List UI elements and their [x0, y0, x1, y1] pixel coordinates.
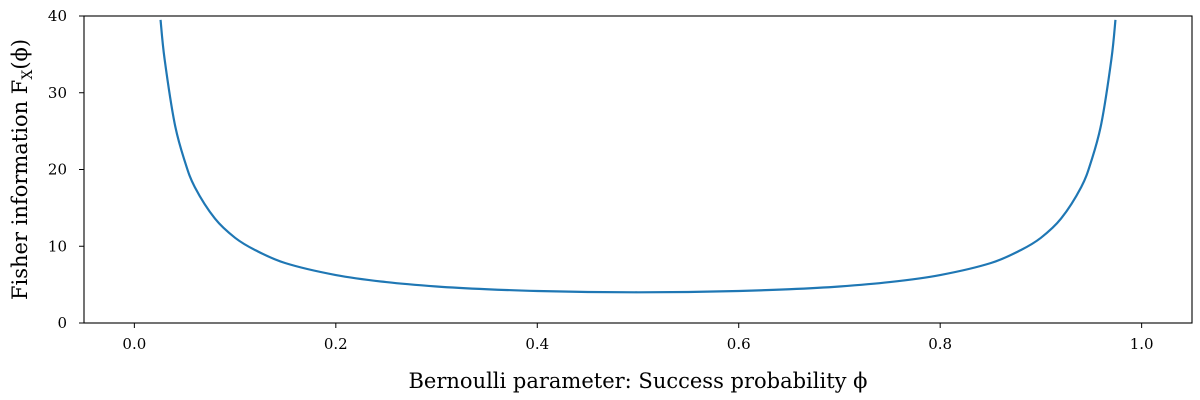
y-axis-label-argument: (ϕ) — [8, 39, 32, 70]
plot-area — [159, 19, 1117, 294]
y-tick-label: 40 — [48, 7, 67, 25]
axes-frame — [83, 15, 1193, 324]
series-line — [159, 19, 1117, 294]
y-axis-label-main: Fisher information F — [8, 80, 32, 300]
y-tick-label: 10 — [48, 237, 67, 255]
y-axis-label-subscript: X — [20, 70, 36, 80]
y-tick-label: 0 — [57, 314, 67, 332]
x-tick-label: 0.0 — [122, 335, 146, 353]
x-tick-label: 0.8 — [928, 335, 952, 353]
x-tick-label: 0.2 — [324, 335, 348, 353]
y-axis: 0 10 20 30 40 — [48, 7, 84, 332]
x-axis: 0.0 0.2 0.4 0.6 0.8 1.0 — [122, 323, 1154, 353]
y-axis-label: Fisher information FX(ϕ) — [8, 39, 36, 300]
x-tick-label: 0.6 — [727, 335, 751, 353]
x-tick-label: 1.0 — [1130, 335, 1154, 353]
y-tick-label: 30 — [48, 84, 67, 102]
x-axis-label: Bernoulli parameter: Success probability… — [409, 369, 868, 393]
y-tick-label: 20 — [48, 161, 67, 179]
x-tick-label: 0.4 — [525, 335, 549, 353]
